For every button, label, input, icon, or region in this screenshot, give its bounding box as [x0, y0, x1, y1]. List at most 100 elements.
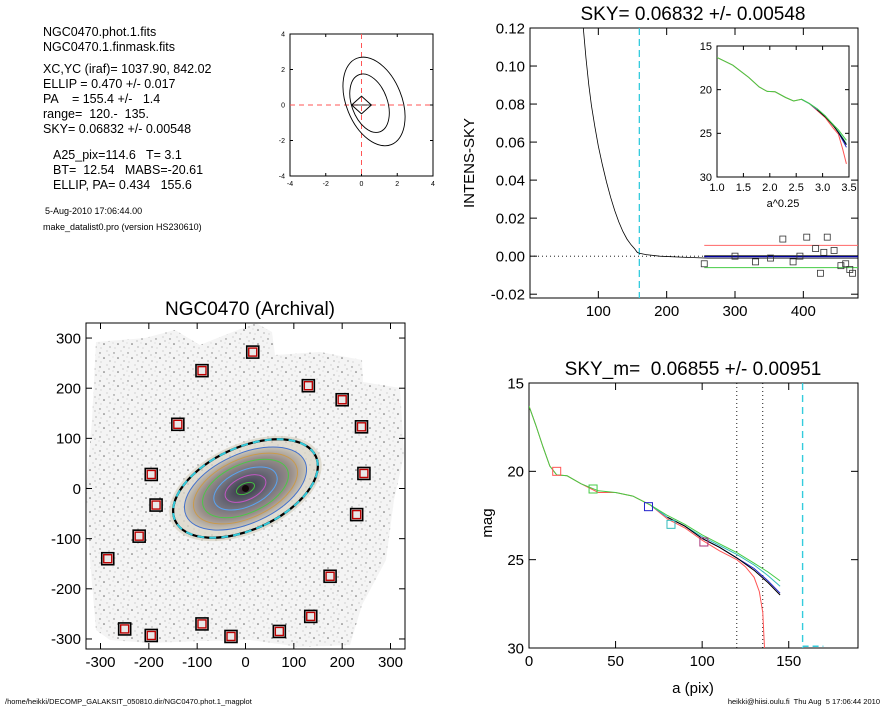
- mag-xtick-label: 100: [690, 653, 715, 670]
- sky-sample-square: [837, 262, 845, 270]
- galaxy-sky-box-inner: [197, 619, 207, 629]
- sky-sample-square: [817, 269, 824, 277]
- info-program: make_datalist0.pro (version HS230610): [43, 222, 202, 232]
- info-stat-ellip-pa: ELLIP, PA= 0.434 155.6: [53, 178, 192, 192]
- centroid-ytick-label: 2: [281, 67, 285, 74]
- mag-panel-ylabel: mag: [479, 508, 496, 537]
- galaxy-sky-box: [171, 417, 185, 432]
- sky-sample-square: [779, 235, 787, 243]
- galaxy-sky-box: [303, 609, 318, 624]
- galaxy-ytick-label: 200: [56, 380, 81, 397]
- info-line-center: XC,YC (iraf)= 1037.90, 842.02: [43, 62, 212, 76]
- inset-frame: [716, 45, 850, 178]
- galaxy-sky-box-inner: [248, 347, 258, 357]
- sky-xtick-label: 300: [722, 303, 747, 320]
- galaxy-sky-box: [149, 498, 163, 512]
- sky-ytick-label: 0.04: [496, 172, 525, 189]
- galaxy-sky-box-inner: [356, 422, 367, 432]
- galaxy-xtick-label: 300: [378, 654, 403, 671]
- mag-marker-square: [588, 484, 598, 494]
- galaxy-xtick-label: -200: [134, 654, 164, 671]
- inset-ytick-label: 15: [700, 41, 712, 53]
- info-timestamp: 5-Aug-2010 17:06:44.00: [45, 206, 142, 216]
- info-stat-a25: A25_pix=114.6 T= 3.1: [53, 148, 182, 162]
- inset-xtick-label: 2.0: [762, 182, 777, 194]
- mag-frame: [528, 382, 859, 649]
- sky-frame: [529, 27, 859, 299]
- mag-series-line: [529, 405, 781, 582]
- galaxy-limit-ellipse: [172, 438, 319, 539]
- mag-ytick-label: 20: [507, 464, 524, 481]
- mag-series-line: [667, 516, 781, 596]
- galaxy-xtick-label: -100: [182, 654, 212, 671]
- mag-ytick-label: 25: [507, 552, 524, 569]
- galaxy-sky-box: [132, 529, 146, 543]
- galaxy-nucleus: [242, 485, 249, 493]
- sky-profile-line: [582, 28, 858, 259]
- sky-sample-square: [849, 269, 856, 277]
- galaxy-ytick-label: -200: [51, 581, 81, 598]
- sky-sample-square: [700, 260, 708, 268]
- galaxy-panel-title: NGC0470 (Archival): [165, 299, 335, 320]
- inset-xtick-label: 1.5: [736, 182, 751, 194]
- info-line-mask: NGC0470.1.finmask.fits: [43, 40, 175, 54]
- mag-series-line: [529, 405, 765, 648]
- mag-plot-area: [529, 383, 824, 648]
- galaxy-sky-box: [245, 345, 260, 359]
- sky-sample-square: [830, 247, 838, 254]
- centroid-ytick-label: 0: [281, 102, 285, 109]
- galaxy-sky-box: [224, 629, 238, 644]
- centroid-ytick-label: 4: [281, 31, 285, 38]
- mag-ytick-label: 30: [507, 640, 524, 657]
- inset-ytick-label: 30: [700, 172, 712, 184]
- inset-ytick-label: 25: [700, 128, 712, 140]
- inset-xtick-label: 3.0: [815, 182, 830, 194]
- info-line-filename: NGC0470.phot.1.fits: [43, 25, 156, 39]
- sky-panel-title: SKY= 0.06832 +/- 0.00548: [580, 4, 805, 25]
- sky-xtick-label: 200: [654, 303, 679, 320]
- mag-ytick-label: 15: [507, 375, 524, 392]
- mag-xtick-label: 50: [607, 653, 624, 670]
- galaxy-sky-box: [195, 617, 209, 631]
- inset-series-line: [816, 109, 847, 145]
- inset-background: [717, 46, 849, 177]
- galaxy-sky-box-inner: [197, 365, 207, 376]
- inset-profile-panel: 1.0 1.5 2.0 2.5 3.0 3.5 15 20 25 30: [700, 41, 857, 194]
- info-stat-bt: BT= 12.54 MABS=-20.61: [53, 163, 203, 177]
- sky-xtick-label: 400: [791, 303, 816, 320]
- galaxy-isophote: [213, 466, 278, 511]
- galaxy-ytick-label: 100: [56, 431, 81, 448]
- galaxy-ytick-label: 300: [56, 330, 81, 347]
- info-block: NGC0470.phot.1.fits NGC0470.1.finmask.fi…: [43, 25, 212, 232]
- galaxy-ytick-label: -300: [51, 631, 81, 648]
- galaxy-sky-box: [100, 551, 115, 566]
- sky-ytick-label: 0.06: [496, 134, 525, 151]
- sky-sample-square: [812, 245, 820, 252]
- inset-xlabel: a^0.25: [767, 198, 800, 210]
- sky-sample-square: [731, 252, 739, 260]
- sky-ytick-label: 0.08: [496, 96, 525, 113]
- inset-series-line: [717, 56, 847, 141]
- sky-plot-area: [530, 28, 858, 298]
- galaxy-sky-box: [272, 624, 287, 639]
- galaxy-sky-box-inner: [173, 419, 183, 430]
- centroid-xtick-label: -2: [323, 181, 329, 188]
- galaxy-sky-box: [349, 507, 364, 522]
- galaxy-sky-box-inner: [146, 469, 156, 480]
- galaxy-isophote: [235, 481, 256, 496]
- galaxy-sky-box-inner: [359, 468, 369, 479]
- galaxy-xtick-label: 0: [241, 654, 249, 671]
- sky-xtick-label: 100: [586, 303, 611, 320]
- mag-panel-xlabel: a (pix): [672, 680, 714, 697]
- centroid-contour-panel: -4 -2 0 2 4 -4 -2 0 2 4: [279, 31, 435, 188]
- sky-sample-square: [823, 233, 831, 241]
- info-line-sky: SKY= 0.06832 +/- 0.00548: [43, 122, 191, 136]
- galaxy-sky-box: [117, 622, 132, 636]
- centroid-plot-area: [290, 34, 433, 176]
- info-line-ellip: ELLIP = 0.470 +/- 0.017: [43, 77, 176, 91]
- galaxy-sky-box: [195, 363, 209, 378]
- galaxy-isophote: [183, 446, 308, 531]
- galaxy-sky-box-inner: [306, 611, 316, 622]
- inset-xtick-label: 1.0: [709, 182, 724, 194]
